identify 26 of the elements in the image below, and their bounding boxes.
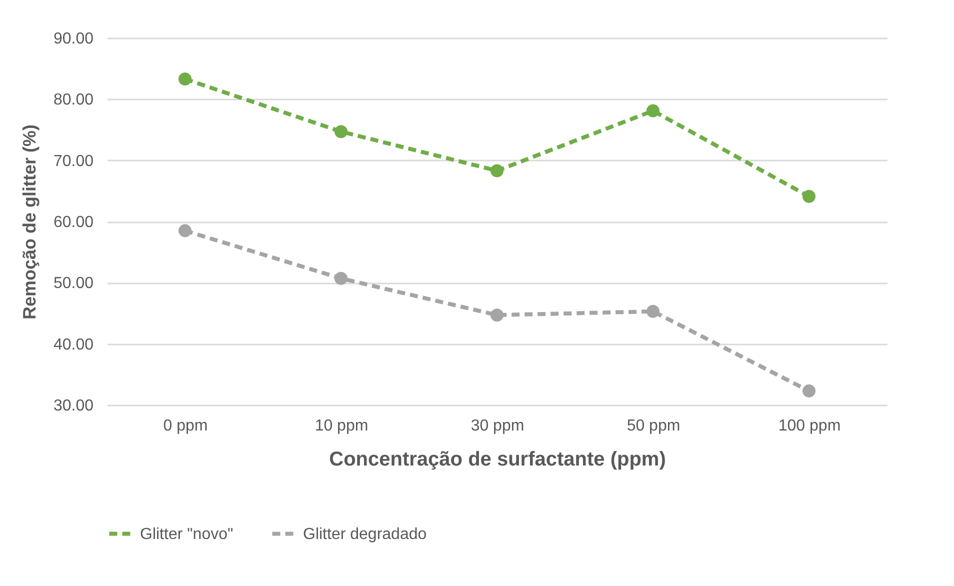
x-tick-label: 50 ppm [626, 418, 680, 434]
y-tick-label: 40.00 [53, 336, 94, 354]
point [490, 164, 504, 178]
point [334, 125, 348, 138]
x-tick-label: 0 ppm [163, 418, 208, 434]
y-tick-label: 90.00 [53, 30, 94, 48]
point [178, 72, 192, 86]
y-tick-label: 50.00 [53, 275, 94, 292]
legend-label: Glitter "novo" [140, 526, 234, 543]
x-tick-label: 10 ppm [314, 418, 368, 434]
point [490, 308, 504, 322]
y-tick-label: 60.00 [53, 214, 94, 231]
point [646, 104, 660, 118]
legend-label: Glitter degradado [303, 526, 427, 543]
x-tick-label: 30 ppm [470, 418, 524, 434]
y-axis-title: Remoção de glitter (%) [19, 124, 40, 320]
point [334, 272, 348, 285]
y-tick-label: 70.00 [53, 152, 94, 170]
x-tick-label: 100 ppm [778, 418, 841, 434]
x-axis-title: Concentração de surfactante (ppm) [329, 448, 666, 470]
point [646, 304, 660, 318]
point [802, 384, 816, 398]
y-tick-label: 30.00 [53, 398, 94, 414]
point [178, 224, 192, 238]
point [802, 190, 816, 203]
y-tick-label: 80.00 [53, 92, 94, 109]
